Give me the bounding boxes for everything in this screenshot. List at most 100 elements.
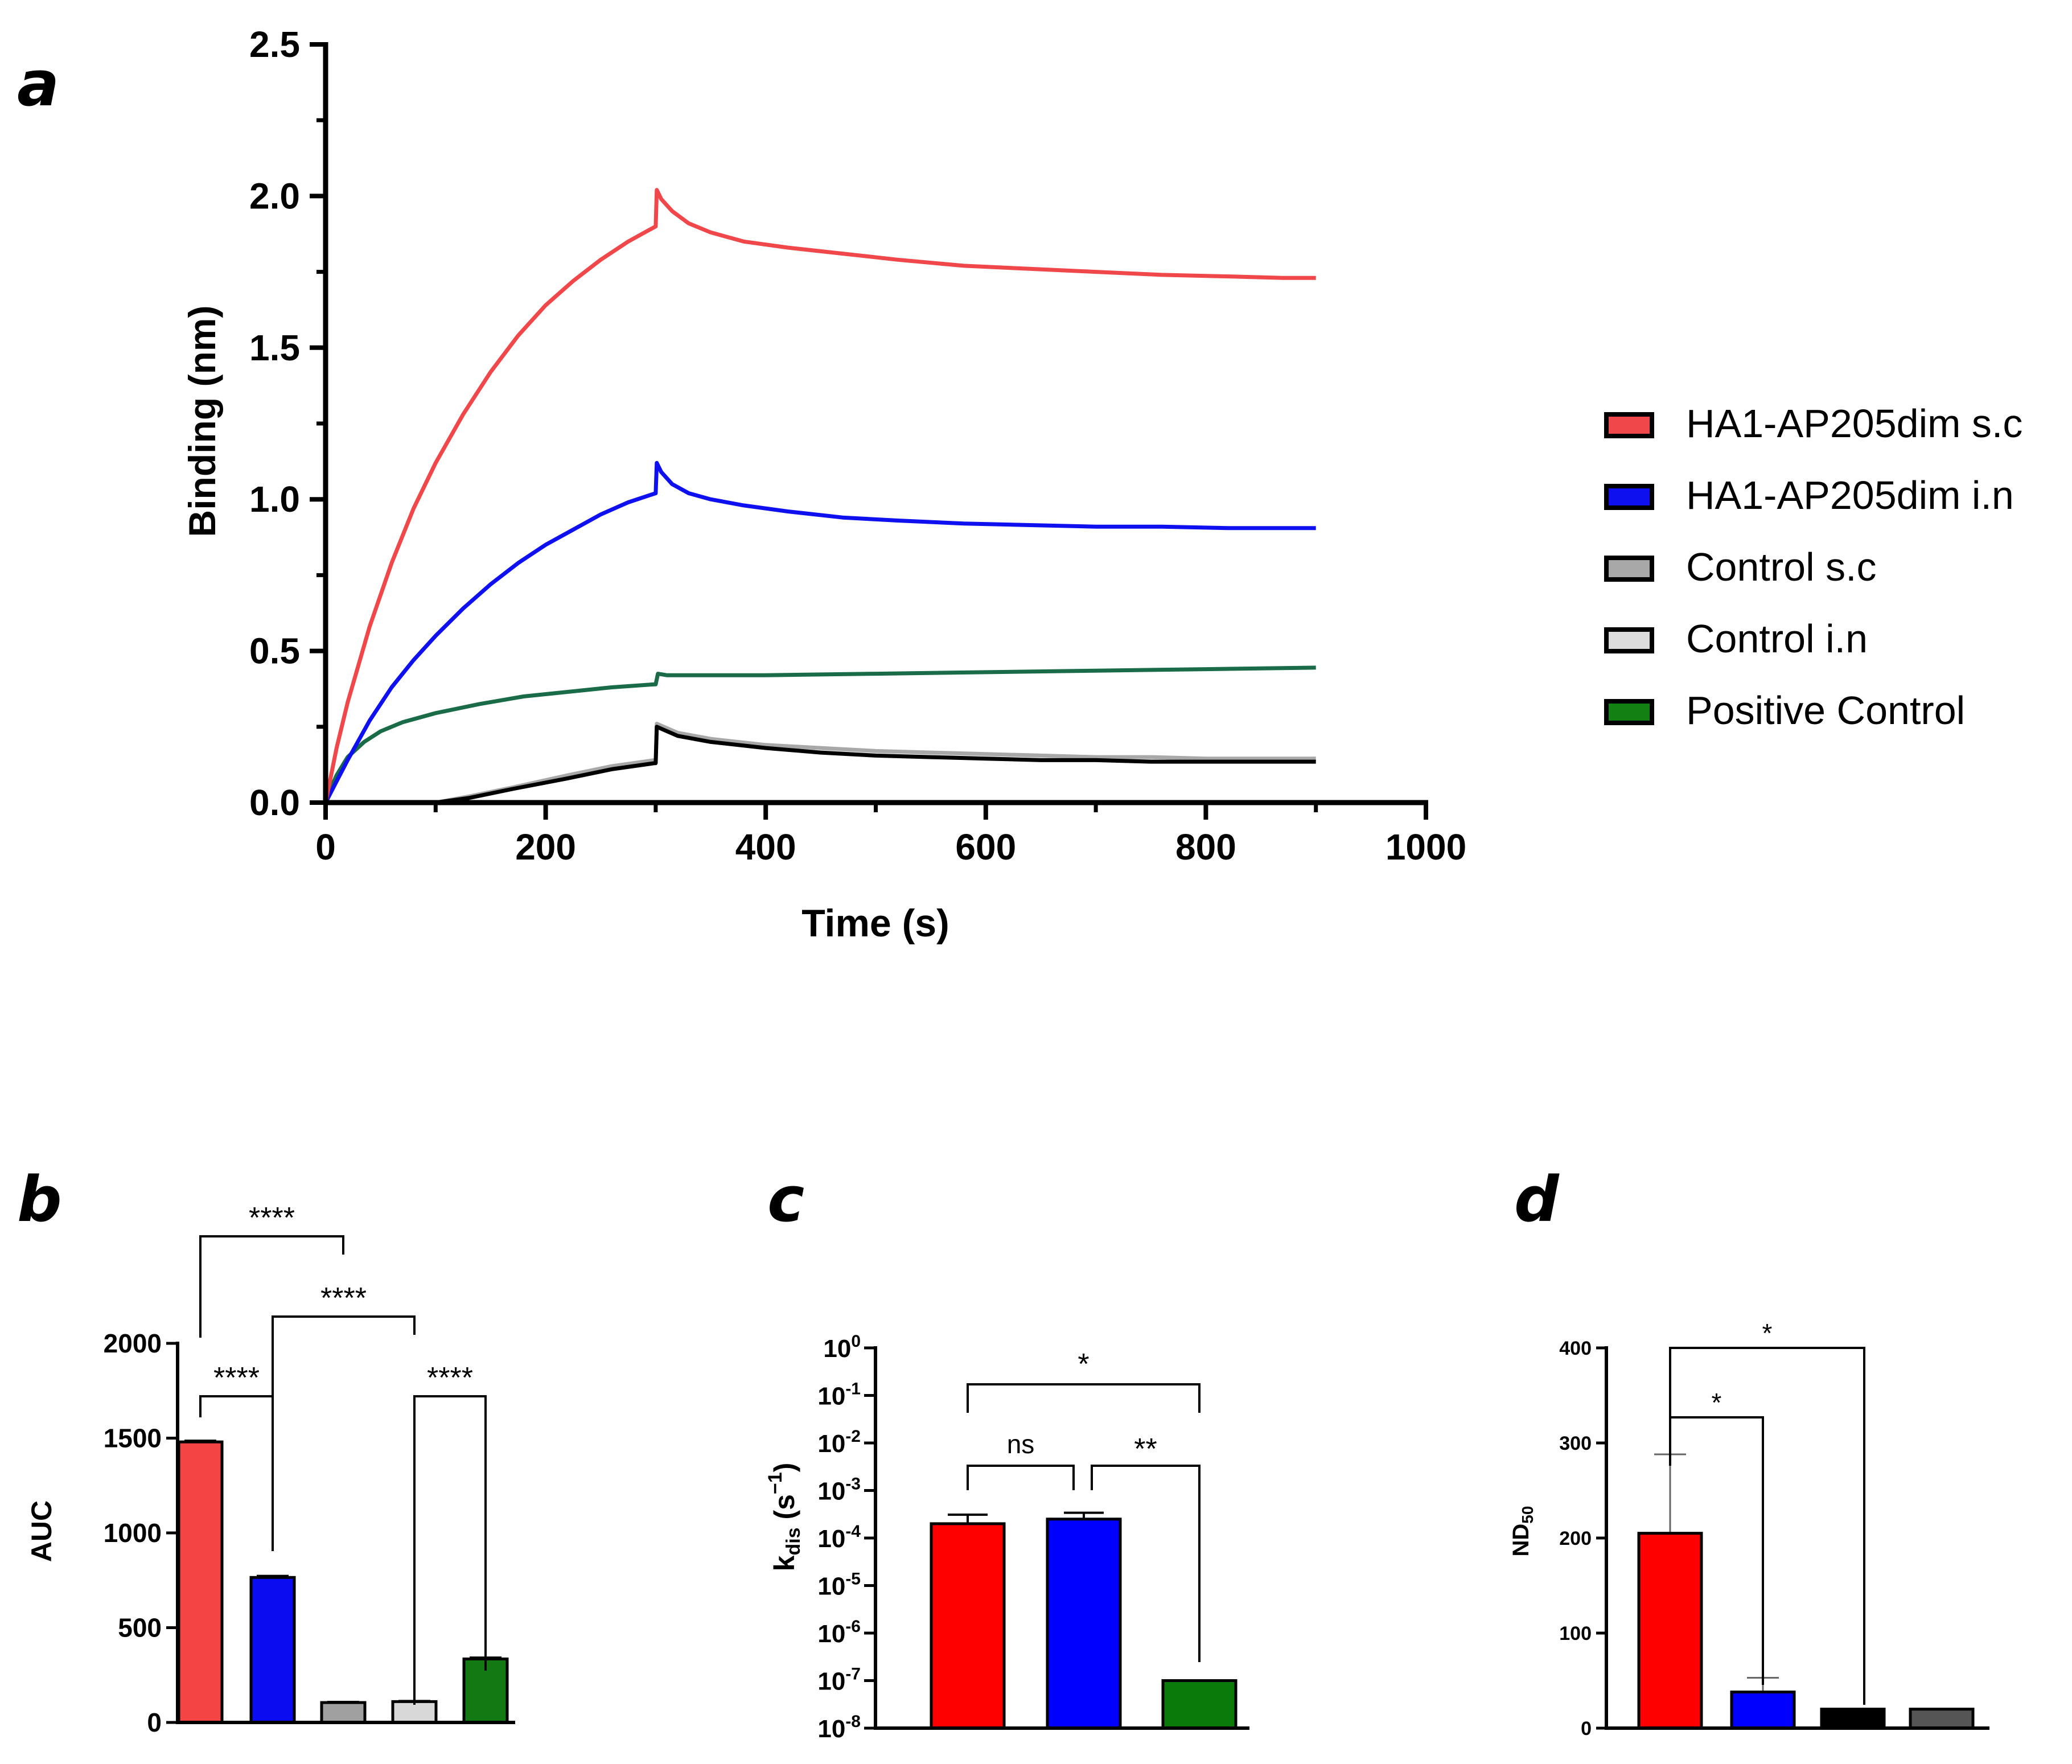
y-tick-exponent-c: -4	[845, 1522, 861, 1541]
y-tick-label-a: 2.0	[249, 175, 300, 216]
bar-ha1-ap205dim-s-c	[930, 1522, 1006, 1730]
y-tick-exponent-c: -7	[845, 1665, 861, 1684]
y-tick-base-c: 10	[823, 1335, 851, 1363]
y-tick-label-a: 1.5	[249, 327, 300, 368]
y-tick-label-d: 200	[1559, 1528, 1592, 1549]
legend-label-ha1-ap205dim-i-n: HA1-AP205dim i.n	[1686, 473, 2014, 517]
significance-label-d: *	[1712, 1388, 1722, 1417]
y-tick-base-c: 10	[817, 1668, 845, 1696]
significance-bracket-b	[272, 1315, 416, 1412]
y-axis-label-b: AUC	[26, 1500, 57, 1562]
significance-label-b: ****	[427, 1362, 473, 1395]
y-axis-label-c-sup: −1	[764, 1472, 786, 1494]
series-line-ha1-ap205dim-i-n	[323, 460, 1316, 804]
y-axis-label-a: Binding (nm)	[181, 306, 223, 537]
legend-swatch-control-s-c	[1604, 556, 1654, 582]
y-tick-base-c: 10	[817, 1573, 845, 1601]
legend-swatch-ha1-ap205dim-s-c	[1604, 412, 1654, 438]
y-tick-label-d: 0	[1581, 1718, 1592, 1740]
chart-a: 0.0 0.5 1.0 1.5 2.0 2.5 0 200 400 600 800 1000 Time…	[181, 24, 2022, 945]
y-tick-label-d: 300	[1559, 1433, 1592, 1454]
panel-label-c: c	[767, 1163, 804, 1236]
y-tick-label-b: 2000	[104, 1329, 162, 1358]
series-line-positive-control	[323, 665, 1316, 804]
y-tick-exponent-c: -8	[845, 1712, 861, 1731]
y-tick-label-a: 2.5	[249, 24, 300, 65]
bar-control-s-c	[1820, 1708, 1886, 1730]
y-axis-label-c-sub: dis	[783, 1527, 804, 1555]
y-tick-label-c: 10-5	[817, 1570, 861, 1601]
y-tick-base-c: 10	[817, 1383, 845, 1411]
bar-ha1-ap205dim-i-n	[1730, 1691, 1796, 1730]
y-tick-label-b: 500	[118, 1613, 162, 1643]
y-tick-base-c: 10	[817, 1620, 845, 1648]
y-tick-label-c: 10-1	[817, 1380, 861, 1411]
y-tick-exponent-c: -3	[845, 1475, 861, 1494]
legend-label-control-i-n: Control i.n	[1686, 616, 1868, 661]
bar-ha1-ap205dim-s-c	[177, 1440, 224, 1724]
y-axis-label-c-unit: (s	[768, 1494, 800, 1527]
y-axis-label-c-close: )	[768, 1463, 800, 1473]
y-tick-exponent-c: 0	[851, 1332, 861, 1351]
significance-label-d: *	[1762, 1318, 1773, 1348]
y-tick-label-b: 1500	[104, 1424, 162, 1453]
series-line-ha1-ap205dim-s-c	[323, 188, 1316, 803]
legend-a: HA1-AP205dim s.c HA1-AP205dim i.n Control …	[1604, 401, 2022, 733]
y-tick-label-d: 400	[1559, 1338, 1592, 1359]
x-tick-label-a: 200	[515, 827, 576, 867]
y-tick-base-c: 10	[817, 1715, 845, 1743]
significance-label-b: ****	[320, 1282, 367, 1315]
legend-swatch-positive-control	[1604, 699, 1654, 725]
significance-label-b: ****	[249, 1202, 295, 1235]
y-tick-base-c: 10	[817, 1430, 845, 1458]
bar-ha1-ap205dim-i-n	[249, 1576, 296, 1724]
bar-control-i-n	[1909, 1708, 1975, 1730]
legend-swatch-control-i-n	[1604, 627, 1654, 653]
y-tick-exponent-c: -1	[845, 1380, 861, 1399]
legend-label-ha1-ap205dim-s-c: HA1-AP205dim s.c	[1686, 401, 2022, 446]
panel-label-b: b	[17, 1163, 62, 1236]
x-tick-label-a: 1000	[1386, 827, 1466, 867]
y-axis-label-c: kdis (s−1)	[764, 1463, 804, 1572]
significance-label-c: *	[1078, 1348, 1089, 1381]
y-tick-label-c: 10-6	[817, 1617, 861, 1648]
y-axis-label-d-sub: 50	[1519, 1506, 1536, 1524]
y-tick-label-a: 0.0	[249, 782, 300, 823]
chart-d: 0 100 200 300 400 * * ND50	[1508, 1318, 1989, 1740]
series-line-control-i-n	[326, 725, 1316, 805]
y-tick-exponent-c: -2	[845, 1427, 861, 1446]
significance-bracket-d	[1669, 1347, 1865, 1705]
y-tick-label-c: 10-2	[817, 1427, 861, 1458]
y-tick-label-b: 1000	[104, 1518, 162, 1548]
legend-label-positive-control: Positive Control	[1686, 688, 1965, 733]
y-tick-label-c: 10-7	[817, 1665, 861, 1696]
x-tick-label-a: 800	[1175, 827, 1236, 867]
bar-control-s-c	[320, 1701, 367, 1724]
y-tick-label-b: 0	[147, 1708, 162, 1737]
x-axis-label-a: Time (s)	[801, 902, 949, 945]
significance-label-c: **	[1134, 1433, 1157, 1466]
chart-b: 0 500 1000 1500 2000 **** **** **** **** AUC	[26, 1202, 515, 1737]
y-tick-label-c: 100	[823, 1332, 861, 1363]
significance-bracket-c	[967, 1383, 1201, 1413]
significance-bracket-d	[1669, 1416, 1764, 1685]
y-tick-base-c: 10	[817, 1525, 845, 1553]
legend-label-control-s-c: Control s.c	[1686, 545, 1877, 589]
bar-ha1-ap205dim-s-c	[1637, 1532, 1703, 1730]
significance-label-c: ns	[1007, 1429, 1035, 1459]
significance-label-b: ****	[213, 1362, 260, 1395]
legend-swatch-ha1-ap205dim-i-n	[1604, 484, 1654, 510]
x-tick-label-a: 400	[735, 827, 796, 867]
significance-bracket-c	[1091, 1465, 1201, 1662]
panel-label-a: a	[17, 47, 59, 120]
y-tick-exponent-c: -5	[845, 1570, 861, 1589]
y-tick-label-c: 10-8	[817, 1712, 861, 1743]
panel-label-d: d	[1514, 1163, 1560, 1236]
bar-ha1-ap205dim-i-n	[1046, 1518, 1122, 1730]
significance-bracket-b	[413, 1395, 487, 1705]
y-tick-exponent-c: -6	[845, 1617, 861, 1636]
y-tick-label-d: 100	[1559, 1623, 1592, 1644]
significance-bracket-b	[199, 1395, 274, 1551]
